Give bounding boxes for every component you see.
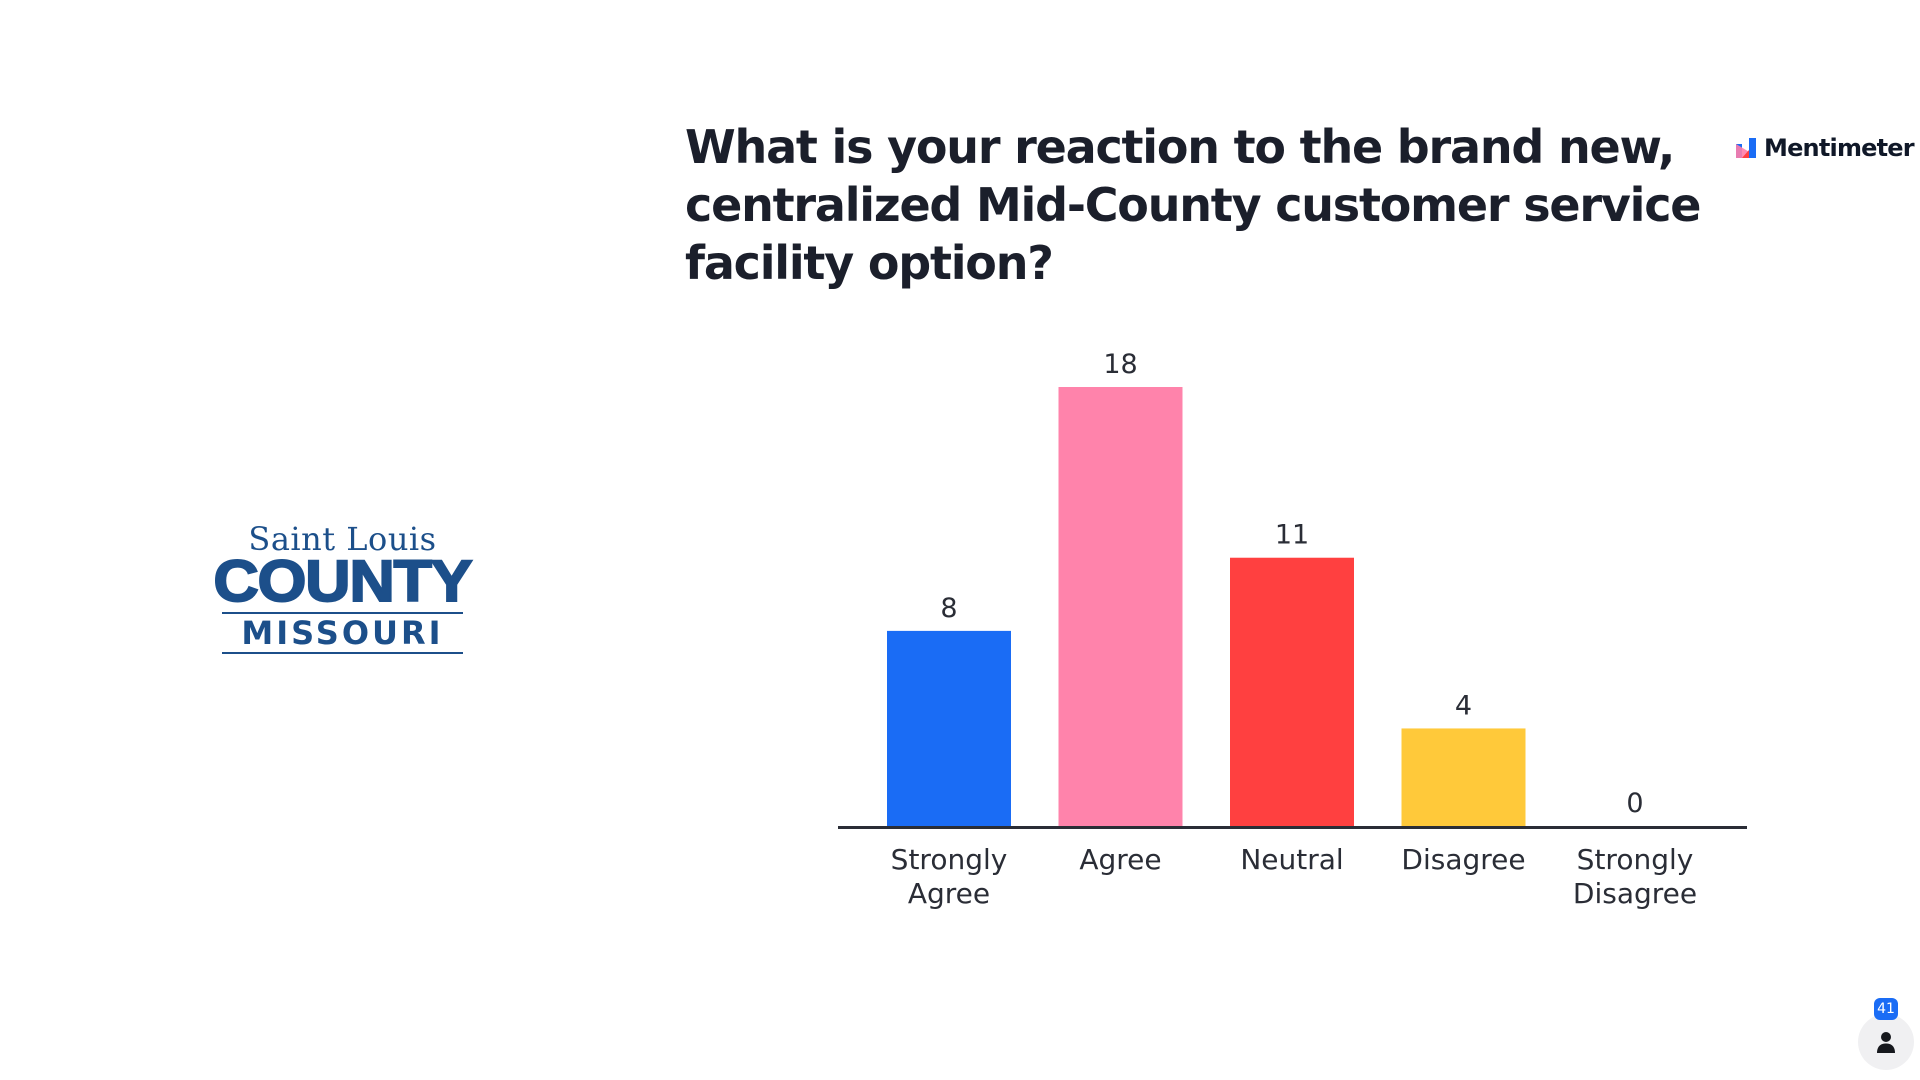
person-icon	[1877, 1032, 1895, 1053]
data-label-strongly-agree: 8	[940, 593, 957, 624]
data-label-strongly-disagree: 0	[1626, 788, 1643, 819]
bar-neutral	[1230, 557, 1354, 826]
data-label-agree: 18	[1103, 349, 1137, 380]
tick-label-strongly-agree: Strongly Agree	[891, 843, 1008, 910]
logo-underline	[222, 652, 463, 654]
bar-agree	[1058, 387, 1183, 826]
bars-layer	[887, 387, 1526, 826]
tick-label-disagree: Disagree	[1401, 843, 1525, 876]
tick-label-strongly-disagree: Strongly Disagree	[1573, 843, 1697, 910]
participants-button[interactable]	[1858, 1014, 1914, 1070]
participant-count-badge: 41	[1874, 998, 1898, 1020]
county-logo: Saint Louis COUNTY MISSOURI	[212, 520, 474, 654]
logo-line-county: COUNTY	[212, 549, 473, 614]
tick-label-neutral: Neutral	[1240, 843, 1343, 876]
brand-name: Mentimeter	[1764, 134, 1915, 162]
question-title: What is your reaction to the brand new, …	[685, 120, 1701, 290]
mentimeter-brand: Mentimeter	[1736, 134, 1915, 162]
data-label-disagree: 4	[1455, 690, 1472, 721]
logo-line-saint-louis: Saint Louis	[248, 520, 437, 558]
data-label-neutral: 11	[1275, 520, 1309, 551]
mentimeter-logo-icon	[1736, 138, 1756, 158]
bar-disagree	[1401, 728, 1526, 826]
labels-layer: 8 Strongly Agree 18 Agree 11 Neutral 4 Disagree 0…	[891, 349, 1697, 910]
logo-divider	[222, 612, 463, 614]
tick-label-agree: Agree	[1079, 843, 1161, 876]
bar-strongly-agree	[887, 630, 1011, 826]
logo-line-missouri: MISSOURI	[241, 614, 444, 652]
